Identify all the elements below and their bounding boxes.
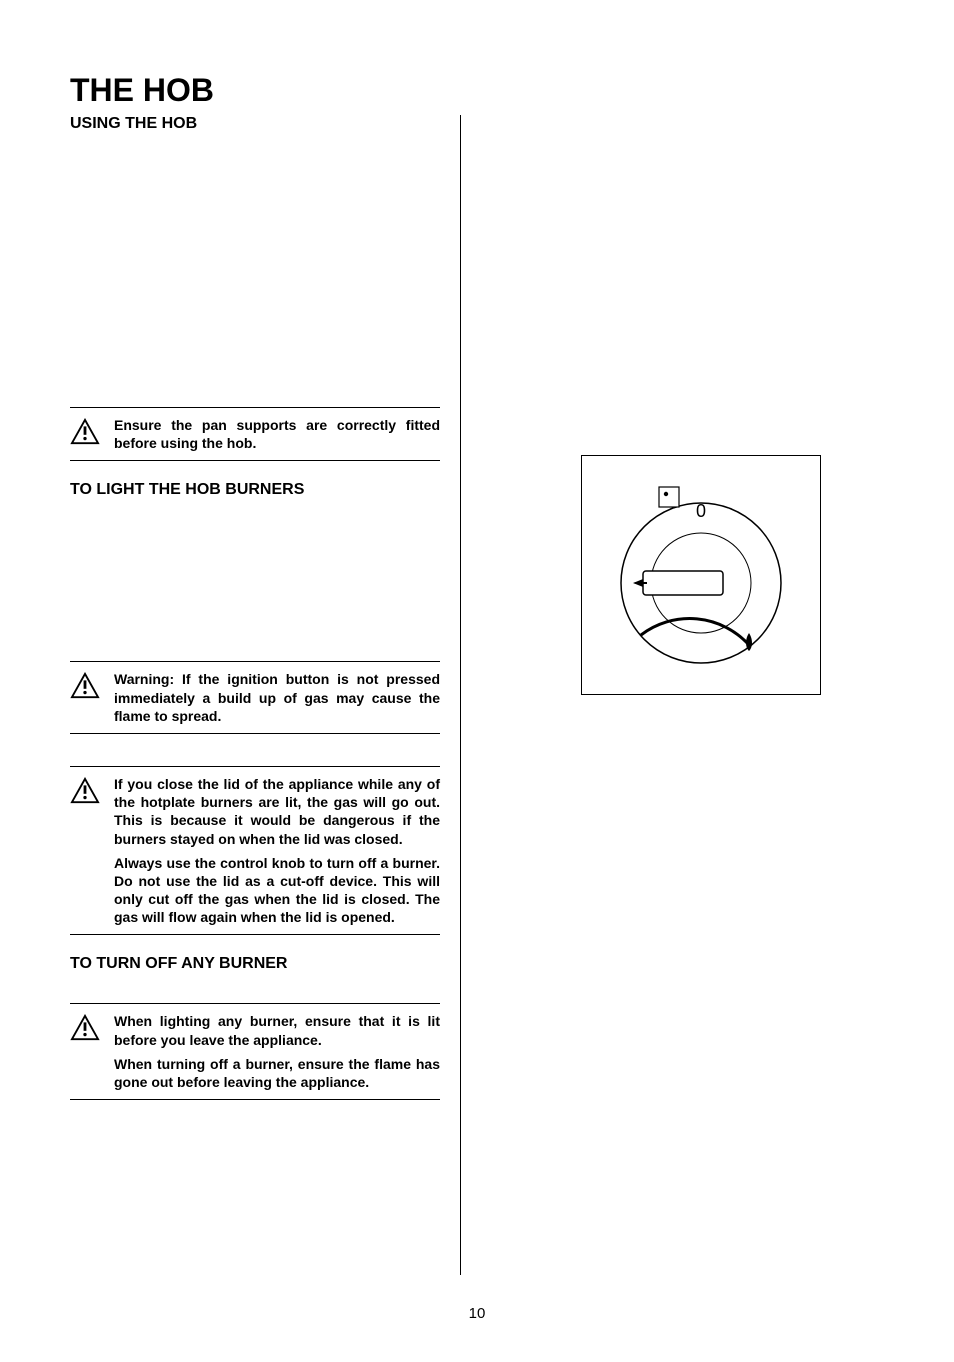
left-column: USING THE HOB Ensure the pan supports ar…	[70, 115, 440, 1275]
warning-text: Ensure the pan supports are correctly fi…	[114, 416, 440, 452]
paragraph: Always use the control knob to turn off …	[114, 854, 440, 927]
paragraph: When turning off a burner, ensure the fl…	[114, 1055, 440, 1091]
turn-off-section: TO TURN OFF ANY BURNER	[70, 935, 440, 985]
warning-text: When lighting any burner, ensure that it…	[114, 1012, 440, 1091]
control-knob-figure: 0	[581, 455, 821, 695]
warning-lighting: When lighting any burner, ensure that it…	[70, 1004, 440, 1099]
section-heading: TO LIGHT THE HOB BURNERS	[70, 471, 440, 505]
spacer	[70, 734, 440, 766]
warning-ignition: Warning: If the ignition button is not p…	[70, 662, 440, 733]
right-column: 0	[460, 115, 884, 1275]
warning-pan-supports: Ensure the pan supports are correctly fi…	[70, 408, 440, 460]
two-column-layout: USING THE HOB Ensure the pan supports ar…	[70, 115, 884, 1275]
using-hob-heading: USING THE HOB	[70, 115, 440, 133]
paragraph: If you close the lid of the appliance wh…	[114, 775, 440, 848]
knob-zero-label: 0	[696, 501, 706, 521]
paragraph: When lighting any burner, ensure that it…	[114, 1012, 440, 1048]
warning-triangle-icon	[70, 777, 100, 805]
rule	[70, 1099, 440, 1100]
paragraph: Warning: If the ignition button is not p…	[114, 670, 440, 725]
warning-triangle-icon	[70, 418, 100, 446]
spacer	[70, 511, 440, 661]
page-title: THE HOB	[70, 72, 884, 109]
spacer	[70, 147, 440, 407]
control-knob-icon: 0	[601, 475, 801, 675]
page-number: 10	[70, 1305, 884, 1322]
spacer	[70, 985, 440, 1003]
paragraph: Ensure the pan supports are correctly fi…	[114, 416, 440, 452]
warning-text: If you close the lid of the appliance wh…	[114, 775, 440, 927]
warning-triangle-icon	[70, 1014, 100, 1042]
light-burners-section: TO LIGHT THE HOB BURNERS	[70, 461, 440, 511]
warning-triangle-icon	[70, 672, 100, 700]
warning-text: Warning: If the ignition button is not p…	[114, 670, 440, 725]
section-heading: TO TURN OFF ANY BURNER	[70, 945, 440, 979]
warning-lid: If you close the lid of the appliance wh…	[70, 767, 440, 935]
